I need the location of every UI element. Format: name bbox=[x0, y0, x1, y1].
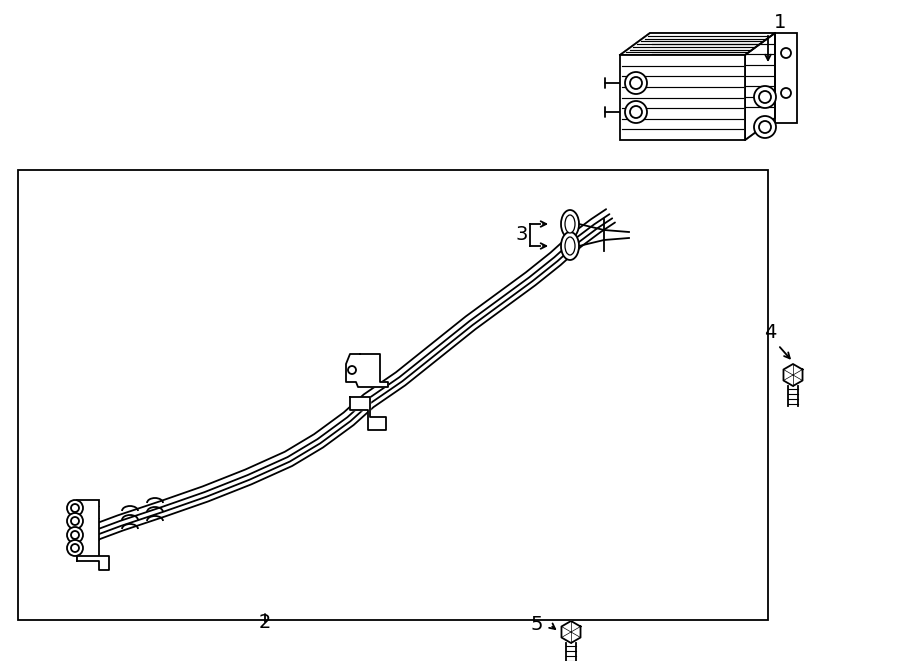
Circle shape bbox=[630, 77, 642, 89]
Bar bbox=[77, 500, 99, 560]
Circle shape bbox=[348, 366, 356, 374]
Circle shape bbox=[67, 527, 83, 543]
Circle shape bbox=[754, 86, 776, 108]
Circle shape bbox=[754, 116, 776, 138]
Text: 3: 3 bbox=[516, 225, 528, 245]
Polygon shape bbox=[562, 621, 580, 643]
Polygon shape bbox=[620, 33, 775, 55]
Text: 4: 4 bbox=[764, 323, 776, 342]
Circle shape bbox=[625, 101, 647, 123]
Text: 5: 5 bbox=[531, 615, 544, 635]
Circle shape bbox=[759, 121, 771, 133]
Ellipse shape bbox=[565, 215, 575, 233]
Circle shape bbox=[781, 88, 791, 98]
Polygon shape bbox=[77, 556, 109, 570]
Polygon shape bbox=[745, 33, 775, 140]
Circle shape bbox=[71, 517, 79, 525]
Ellipse shape bbox=[561, 210, 579, 238]
Ellipse shape bbox=[565, 237, 575, 255]
Circle shape bbox=[759, 91, 771, 103]
Ellipse shape bbox=[561, 232, 579, 260]
Circle shape bbox=[67, 500, 83, 516]
Circle shape bbox=[67, 513, 83, 529]
Circle shape bbox=[71, 504, 79, 512]
Circle shape bbox=[625, 72, 647, 94]
Circle shape bbox=[781, 48, 791, 58]
Circle shape bbox=[71, 544, 79, 552]
Polygon shape bbox=[350, 397, 386, 430]
Bar bbox=[775, 33, 797, 123]
Circle shape bbox=[630, 106, 642, 118]
Circle shape bbox=[71, 531, 79, 539]
Text: 2: 2 bbox=[259, 613, 271, 631]
Bar bbox=[620, 55, 745, 140]
Circle shape bbox=[67, 540, 83, 556]
Polygon shape bbox=[784, 364, 803, 386]
Bar bbox=[18, 170, 768, 620]
Bar bbox=[650, 33, 775, 118]
Text: 1: 1 bbox=[774, 13, 787, 32]
Polygon shape bbox=[346, 354, 388, 387]
